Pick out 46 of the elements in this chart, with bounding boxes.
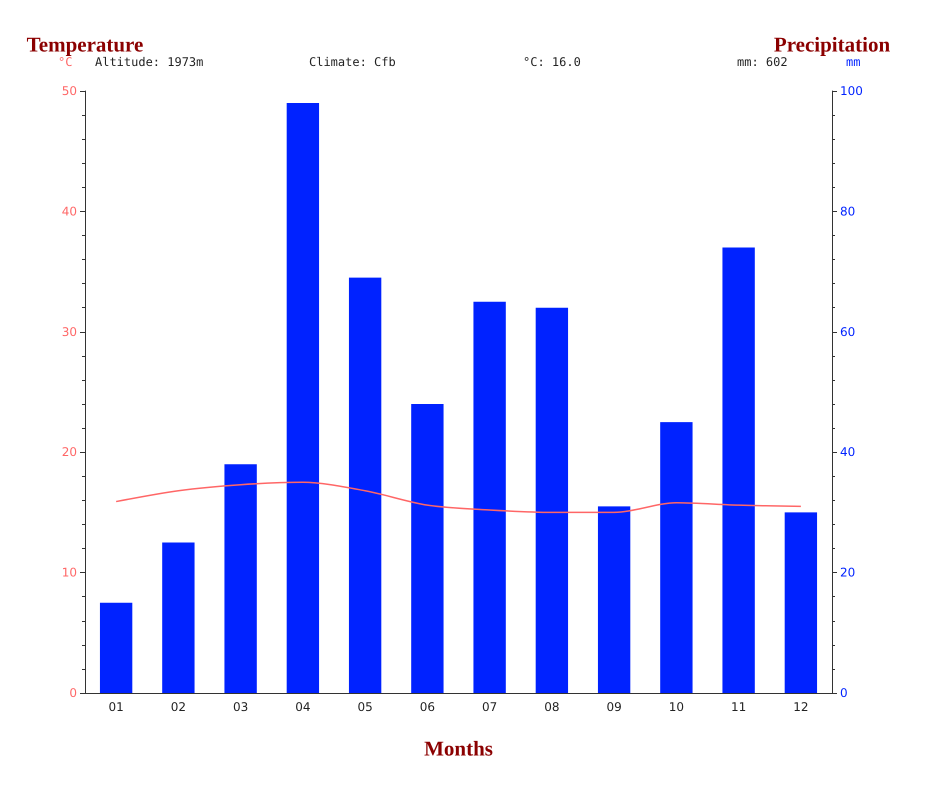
y-tick-label: 10 [62, 566, 77, 580]
bar [660, 422, 693, 693]
y-tick-label: 50 [62, 84, 77, 98]
text: Altitude: 1973m [95, 55, 204, 69]
line-series [115, 482, 802, 514]
x-tick-label: 08 [544, 700, 560, 714]
y-tick-label: 30 [62, 324, 77, 339]
text: Climate: Cfb [309, 55, 396, 69]
x-tick-label: 06 [420, 700, 436, 714]
bar [286, 103, 320, 693]
bar [722, 248, 755, 693]
x-tick-label: 01 [108, 700, 124, 714]
y-tick-label: 40 [62, 204, 77, 218]
bar [536, 308, 568, 693]
y2-tick-label: 0 [840, 686, 848, 700]
x-tick-label: 05 [357, 700, 373, 714]
bar [598, 506, 630, 693]
y-tick-label: 20 [62, 445, 77, 460]
y2-tick-label: 80 [840, 204, 856, 218]
bar [162, 542, 195, 693]
x-tick-label: 10 [668, 700, 684, 714]
x-tick-label: 03 [232, 700, 248, 714]
x-tick-label: 04 [295, 700, 311, 714]
x-tick-label: 11 [730, 700, 746, 714]
bar [100, 602, 132, 693]
y-tick-label: 0 [69, 686, 77, 700]
bar [473, 302, 506, 693]
text: mm [846, 55, 860, 69]
bar [411, 404, 444, 693]
x-tick-label: 09 [606, 700, 622, 714]
x-tick-label: 12 [793, 700, 809, 714]
x-tick-label: 07 [482, 700, 498, 714]
bar [784, 512, 818, 693]
bar [224, 464, 257, 693]
y2-tick-label: 40 [840, 445, 856, 460]
x-tick-label: 02 [170, 700, 186, 714]
y2-tick-label: 20 [840, 566, 856, 580]
text: °C [58, 55, 72, 69]
text: mm: 602 [737, 55, 788, 69]
y2-tick-label: 100 [840, 84, 863, 98]
y2-tick-label: 60 [840, 324, 856, 339]
y-axis-title: Temperature [26, 32, 144, 56]
x-axis-title: Months [424, 736, 493, 760]
bar [348, 278, 382, 693]
text: °C: 16.0 [523, 55, 581, 69]
y2-axis-title: Precipitation [774, 32, 890, 56]
